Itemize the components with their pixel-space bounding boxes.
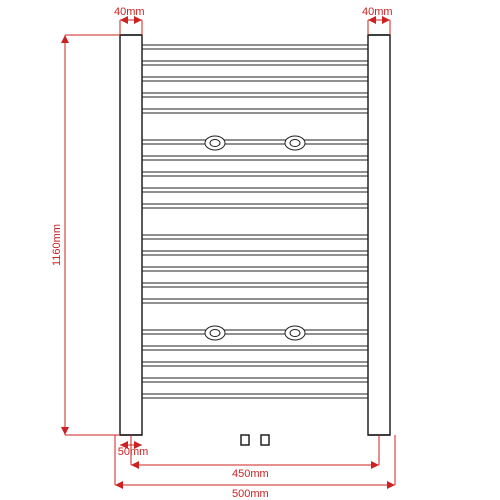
left-post	[120, 35, 142, 435]
dim-top-40-label: 40mm	[362, 6, 393, 18]
dim-top-40-label: 40mm	[114, 6, 145, 18]
dim-width-500-label: 500mm	[232, 488, 269, 500]
dim-height-label: 1160mm	[51, 224, 63, 266]
dim-width-450-label: 450mm	[232, 468, 269, 480]
bottom-valve	[261, 435, 269, 445]
right-post	[368, 35, 390, 435]
bottom-valve	[241, 435, 249, 445]
dim-50-label: 50mm	[118, 446, 149, 458]
radiator-dimension-diagram: 1160mm 40mm 40mm 500mm 450mm 50mm	[0, 0, 500, 500]
